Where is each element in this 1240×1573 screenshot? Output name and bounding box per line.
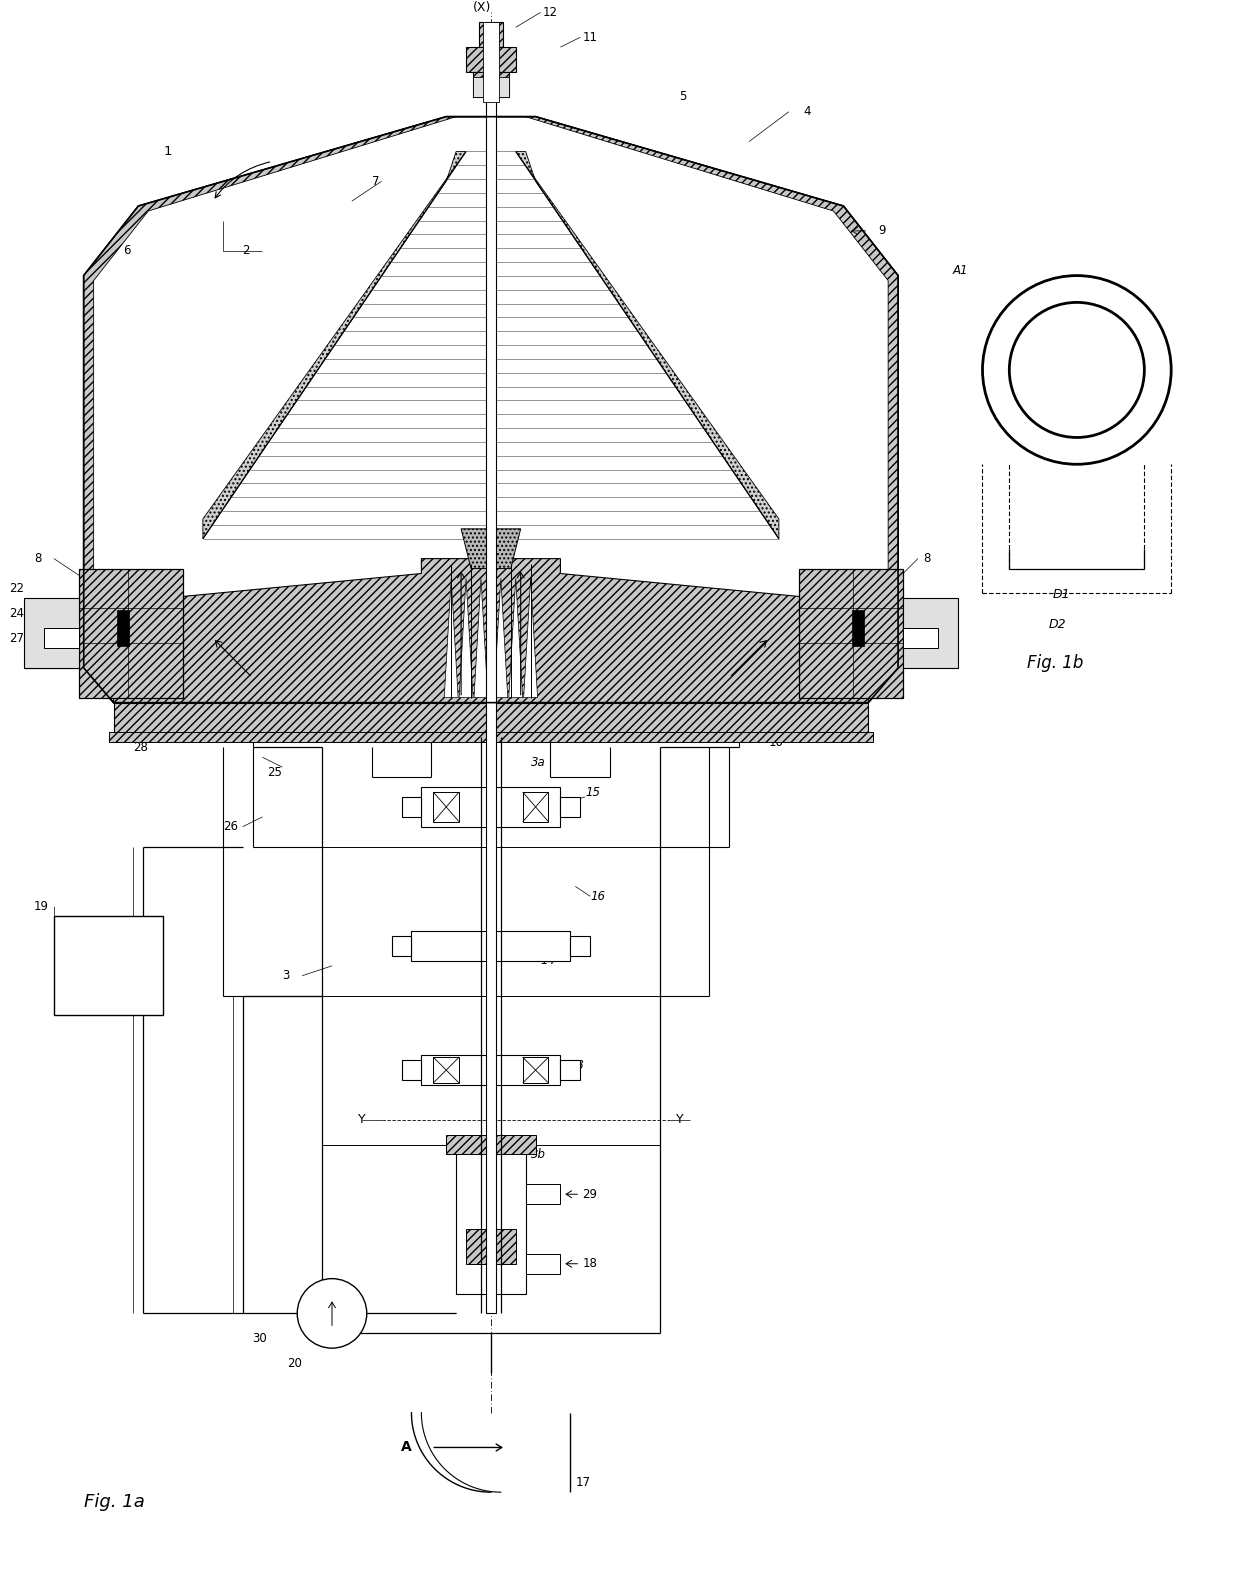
- Polygon shape: [53, 915, 164, 1016]
- Polygon shape: [486, 33, 496, 1313]
- Text: 5: 5: [680, 90, 687, 104]
- Text: 28: 28: [134, 741, 149, 753]
- Polygon shape: [402, 1060, 422, 1081]
- Polygon shape: [508, 579, 523, 698]
- Polygon shape: [433, 793, 459, 821]
- Polygon shape: [526, 1254, 560, 1274]
- Polygon shape: [482, 22, 498, 102]
- Polygon shape: [472, 72, 508, 98]
- Text: 9: 9: [878, 225, 885, 238]
- Polygon shape: [526, 1184, 560, 1205]
- Polygon shape: [459, 579, 472, 698]
- Polygon shape: [799, 568, 903, 698]
- Polygon shape: [79, 568, 184, 698]
- Polygon shape: [118, 610, 129, 647]
- Text: 26: 26: [223, 820, 238, 834]
- Text: 30: 30: [253, 1332, 268, 1345]
- Polygon shape: [43, 628, 79, 648]
- Polygon shape: [422, 786, 560, 827]
- Polygon shape: [402, 798, 422, 816]
- Polygon shape: [433, 1057, 459, 1082]
- Text: 8: 8: [33, 552, 41, 565]
- Text: 25: 25: [268, 766, 283, 779]
- Polygon shape: [472, 77, 508, 98]
- Text: 3a: 3a: [531, 755, 546, 769]
- Polygon shape: [444, 579, 458, 698]
- Text: 18: 18: [583, 1257, 598, 1271]
- Circle shape: [982, 275, 1172, 464]
- Polygon shape: [466, 1229, 516, 1263]
- Text: 10: 10: [769, 736, 784, 749]
- Text: 3b: 3b: [531, 1148, 546, 1161]
- Text: 4: 4: [804, 105, 811, 118]
- Polygon shape: [560, 798, 580, 816]
- Text: 1: 1: [164, 145, 171, 157]
- Polygon shape: [412, 931, 570, 961]
- Text: A1: A1: [952, 264, 968, 277]
- Polygon shape: [456, 1145, 526, 1293]
- Polygon shape: [560, 1060, 580, 1081]
- Polygon shape: [516, 151, 779, 540]
- Polygon shape: [494, 579, 507, 698]
- Circle shape: [1009, 302, 1145, 437]
- Text: Fig. 1a: Fig. 1a: [84, 1493, 145, 1512]
- Text: 20: 20: [288, 1356, 303, 1370]
- Polygon shape: [203, 151, 466, 540]
- Polygon shape: [570, 936, 590, 956]
- Text: 14: 14: [541, 955, 556, 967]
- Polygon shape: [109, 733, 873, 742]
- Text: Fig. 1b: Fig. 1b: [1027, 654, 1084, 672]
- Text: 29: 29: [583, 1188, 598, 1200]
- Text: 22: 22: [9, 582, 25, 595]
- Text: 8: 8: [923, 552, 930, 565]
- Polygon shape: [84, 116, 456, 692]
- Text: 19: 19: [33, 900, 50, 912]
- Polygon shape: [523, 1057, 548, 1082]
- Text: 11: 11: [583, 31, 598, 44]
- Text: 24: 24: [9, 607, 25, 620]
- Polygon shape: [852, 610, 864, 647]
- Polygon shape: [523, 579, 538, 698]
- Text: D1: D1: [1053, 588, 1071, 601]
- Text: A: A: [401, 1441, 412, 1455]
- Polygon shape: [523, 793, 548, 821]
- Polygon shape: [392, 936, 412, 956]
- Text: A2: A2: [1068, 363, 1085, 376]
- Polygon shape: [446, 1134, 536, 1155]
- Polygon shape: [474, 579, 487, 698]
- Text: 3: 3: [283, 969, 290, 982]
- Polygon shape: [903, 598, 957, 669]
- Text: 27: 27: [9, 632, 25, 645]
- Text: D2: D2: [1048, 618, 1066, 631]
- Polygon shape: [479, 22, 502, 47]
- Text: 13: 13: [541, 934, 556, 947]
- Text: 6: 6: [124, 244, 131, 258]
- Text: Y: Y: [358, 1114, 366, 1126]
- Polygon shape: [526, 116, 898, 692]
- Polygon shape: [84, 116, 898, 703]
- Text: 23: 23: [570, 1059, 585, 1071]
- Text: 15: 15: [585, 785, 600, 799]
- Text: 16: 16: [590, 890, 605, 903]
- Text: 17: 17: [575, 1475, 590, 1488]
- Polygon shape: [24, 598, 79, 669]
- Text: (X): (X): [472, 2, 491, 14]
- Text: 12: 12: [543, 6, 558, 19]
- Polygon shape: [903, 628, 937, 648]
- Polygon shape: [461, 529, 521, 568]
- Text: 7: 7: [372, 175, 379, 187]
- Circle shape: [298, 1279, 367, 1348]
- Polygon shape: [114, 558, 868, 703]
- Text: 21: 21: [779, 661, 794, 675]
- Polygon shape: [422, 1055, 560, 1085]
- Polygon shape: [114, 703, 868, 738]
- Text: 5: 5: [273, 731, 280, 744]
- Text: Y: Y: [676, 1114, 683, 1126]
- Polygon shape: [466, 47, 516, 72]
- Text: 2: 2: [243, 244, 250, 258]
